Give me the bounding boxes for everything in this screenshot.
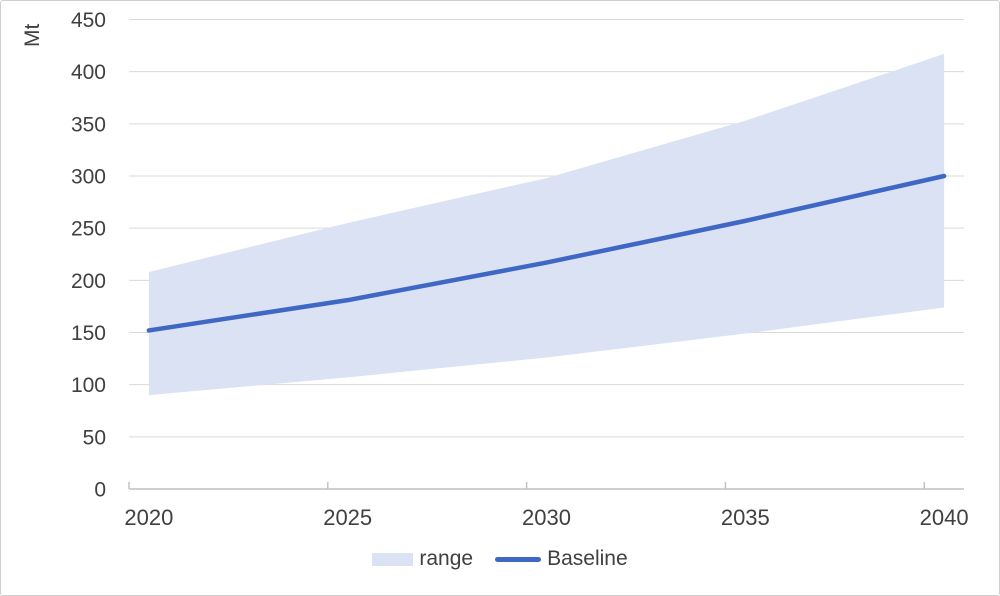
legend: range Baseline [1, 547, 999, 571]
x-tick-label: 2025 [323, 505, 372, 530]
x-tick-label: 2030 [522, 505, 571, 530]
y-tick-label: 400 [71, 61, 106, 84]
y-tick-label: 0 [94, 479, 106, 502]
range-area [148, 53, 945, 396]
y-tick-label: 300 [71, 166, 106, 189]
legend-swatch-range-icon [372, 552, 414, 566]
legend-item-baseline: Baseline [495, 547, 628, 571]
y-tick-label: 200 [71, 270, 106, 293]
legend-label-baseline: Baseline [547, 547, 628, 570]
y-tick-label: 150 [71, 322, 106, 345]
chart-svg: 0 50 100 150 200 250 300 350 400 450 2020 2025 2030 2… [21, 9, 969, 530]
y-tick-label: 50 [83, 426, 106, 449]
x-tick-label: 2035 [721, 505, 770, 530]
y-tick-label: 450 [71, 9, 106, 32]
y-tick-label: 350 [71, 113, 106, 136]
baseline-line [146, 173, 947, 333]
y-tick-label: 100 [71, 374, 106, 397]
legend-label-range: range [419, 547, 474, 570]
y-tick-label: 250 [71, 218, 106, 241]
y-axis-title: Mt [21, 24, 44, 47]
legend-swatch-baseline-icon [495, 556, 542, 562]
x-tick-label: 2040 [920, 505, 969, 530]
legend-item-range: range [372, 547, 473, 571]
x-tick-label: 2020 [124, 505, 173, 530]
